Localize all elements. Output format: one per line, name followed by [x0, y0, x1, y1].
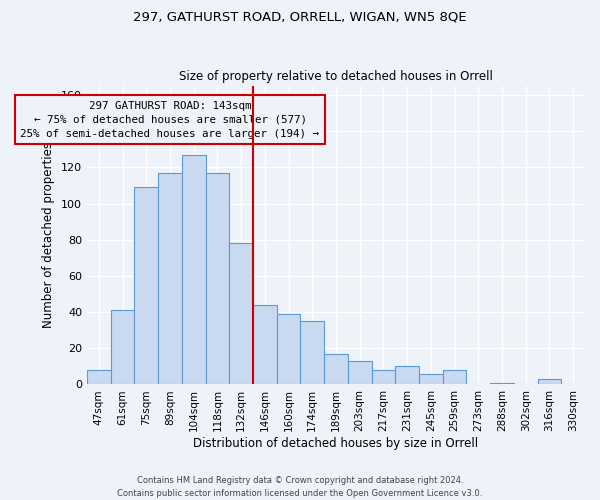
Bar: [419, 374, 443, 384]
Bar: [206, 173, 229, 384]
Bar: [538, 379, 561, 384]
Bar: [301, 321, 324, 384]
Bar: [182, 155, 206, 384]
Bar: [324, 354, 348, 384]
Title: Size of property relative to detached houses in Orrell: Size of property relative to detached ho…: [179, 70, 493, 84]
Text: 297 GATHURST ROAD: 143sqm
← 75% of detached houses are smaller (577)
25% of semi: 297 GATHURST ROAD: 143sqm ← 75% of detac…: [20, 100, 320, 138]
Bar: [395, 366, 419, 384]
Bar: [111, 310, 134, 384]
Bar: [371, 370, 395, 384]
Bar: [87, 370, 111, 384]
Bar: [490, 382, 514, 384]
Bar: [443, 370, 466, 384]
Bar: [158, 173, 182, 384]
Bar: [134, 188, 158, 384]
Bar: [253, 305, 277, 384]
Bar: [229, 244, 253, 384]
Bar: [348, 361, 371, 384]
Bar: [277, 314, 301, 384]
Text: Contains HM Land Registry data © Crown copyright and database right 2024.
Contai: Contains HM Land Registry data © Crown c…: [118, 476, 482, 498]
Y-axis label: Number of detached properties: Number of detached properties: [43, 142, 55, 328]
Text: 297, GATHURST ROAD, ORRELL, WIGAN, WN5 8QE: 297, GATHURST ROAD, ORRELL, WIGAN, WN5 8…: [133, 10, 467, 23]
X-axis label: Distribution of detached houses by size in Orrell: Distribution of detached houses by size …: [193, 437, 479, 450]
